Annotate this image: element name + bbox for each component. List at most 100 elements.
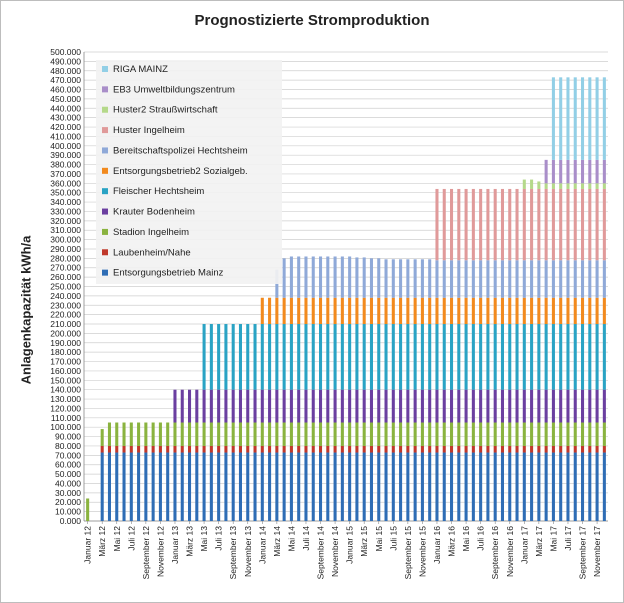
bar-segment <box>551 77 555 160</box>
bar-segment <box>362 324 366 390</box>
x-tick-label: Mai 14 <box>286 526 296 552</box>
bar-segment <box>595 260 599 298</box>
bar-segment <box>268 422 272 446</box>
bar-segment <box>391 259 395 298</box>
bar-segment <box>224 422 228 446</box>
bar-segment <box>399 422 403 446</box>
y-tick-label: 410.000 <box>50 131 81 141</box>
bar-segment <box>551 422 555 446</box>
y-tick-label: 190.000 <box>50 338 81 348</box>
bar-segment <box>304 389 308 423</box>
bar-segment <box>457 188 461 261</box>
bar-segment <box>537 181 541 189</box>
bar-segment <box>471 260 475 298</box>
y-tick-label: 500.000 <box>50 47 81 57</box>
y-tick-label: 300.000 <box>50 235 81 245</box>
bar-segment <box>580 260 585 298</box>
bar-segment <box>275 297 279 325</box>
bar-segment <box>537 452 541 521</box>
bar-segment <box>158 445 162 453</box>
bar-segment <box>559 324 563 390</box>
x-tick-label: März 16 <box>447 526 457 557</box>
y-tick-label: 370.000 <box>50 169 81 179</box>
bar-segment <box>384 324 388 390</box>
bar-segment <box>486 452 490 521</box>
bar-segment <box>493 389 497 423</box>
legend-label: Huster2 Straußwirtschaft <box>113 105 218 116</box>
bar-segment <box>602 260 606 298</box>
y-tick-label: 240.000 <box>50 291 81 301</box>
bar-segment <box>311 389 315 423</box>
bar-segment <box>238 445 243 453</box>
bar-segment <box>544 183 548 189</box>
legend-label: Entsorgungsbetrieb Mainz <box>113 268 224 279</box>
bar-segment <box>500 188 505 261</box>
bar-segment <box>318 389 323 423</box>
bar-segment <box>275 452 279 521</box>
bar-segment <box>471 422 475 446</box>
bar-segment <box>209 445 213 453</box>
bar-segment <box>428 389 432 423</box>
bar-segment <box>486 297 490 325</box>
bar-segment <box>413 445 417 453</box>
bar-segment <box>151 445 155 453</box>
y-tick-label: 380.000 <box>50 160 81 170</box>
bar-segment <box>537 324 541 390</box>
bar-segment <box>522 179 526 189</box>
bar-segment <box>602 422 606 446</box>
bar-segment <box>268 445 272 453</box>
bar-segment <box>413 297 417 325</box>
bar-segment <box>238 324 243 390</box>
bar-segment <box>260 324 264 390</box>
y-tick-label: 390.000 <box>50 150 81 160</box>
legend-swatch <box>102 249 108 256</box>
bar-segment <box>202 389 206 423</box>
bar-segment <box>340 297 344 325</box>
bar-segment <box>369 422 374 446</box>
bar-segment <box>559 297 563 325</box>
x-tick-label: Juli 12 <box>126 526 136 551</box>
bar-segment <box>508 260 512 298</box>
bar-segment <box>551 389 555 423</box>
y-tick-label: 420.000 <box>50 122 81 132</box>
bar-segment <box>580 188 585 261</box>
bar-segment <box>559 422 563 446</box>
bar-segment <box>217 324 221 390</box>
bar-segment <box>493 188 497 261</box>
bar-segment <box>588 389 592 423</box>
bar-segment <box>333 389 337 423</box>
bar-segment <box>377 452 381 521</box>
bar-segment <box>297 389 301 423</box>
bar-segment <box>573 445 577 453</box>
bar-segment <box>318 445 323 453</box>
legend-swatch <box>102 188 108 195</box>
bar-segment <box>537 188 541 261</box>
bar-segment <box>282 389 286 423</box>
legend-box <box>96 60 282 284</box>
bar-segment <box>435 422 439 446</box>
bar-segment <box>180 389 184 423</box>
bar-segment <box>486 445 490 453</box>
bar-segment <box>551 188 555 261</box>
x-tick-label: März 17 <box>534 526 544 557</box>
bar-segment <box>493 422 497 446</box>
bar-segment <box>457 324 461 390</box>
x-tick-label: Januar 13 <box>170 526 180 564</box>
bar-segment <box>471 188 475 261</box>
bar-segment <box>406 422 410 446</box>
bar-segment <box>391 297 395 325</box>
bar-segment <box>377 324 381 390</box>
bar-segment <box>122 422 126 446</box>
bar-segment <box>187 445 192 453</box>
bar-segment <box>449 297 454 325</box>
bar-segment <box>413 422 417 446</box>
bar-segment <box>551 260 555 298</box>
bar-segment <box>362 257 366 298</box>
bar-segment <box>260 297 264 325</box>
y-tick-label: 60.000 <box>55 460 81 470</box>
bar-segment <box>304 422 308 446</box>
y-tick-label: 450.000 <box>50 94 81 104</box>
chart-title: Prognostizierte Stromproduktion <box>194 12 430 29</box>
bar-segment <box>580 445 585 453</box>
bar-segment <box>224 445 228 453</box>
